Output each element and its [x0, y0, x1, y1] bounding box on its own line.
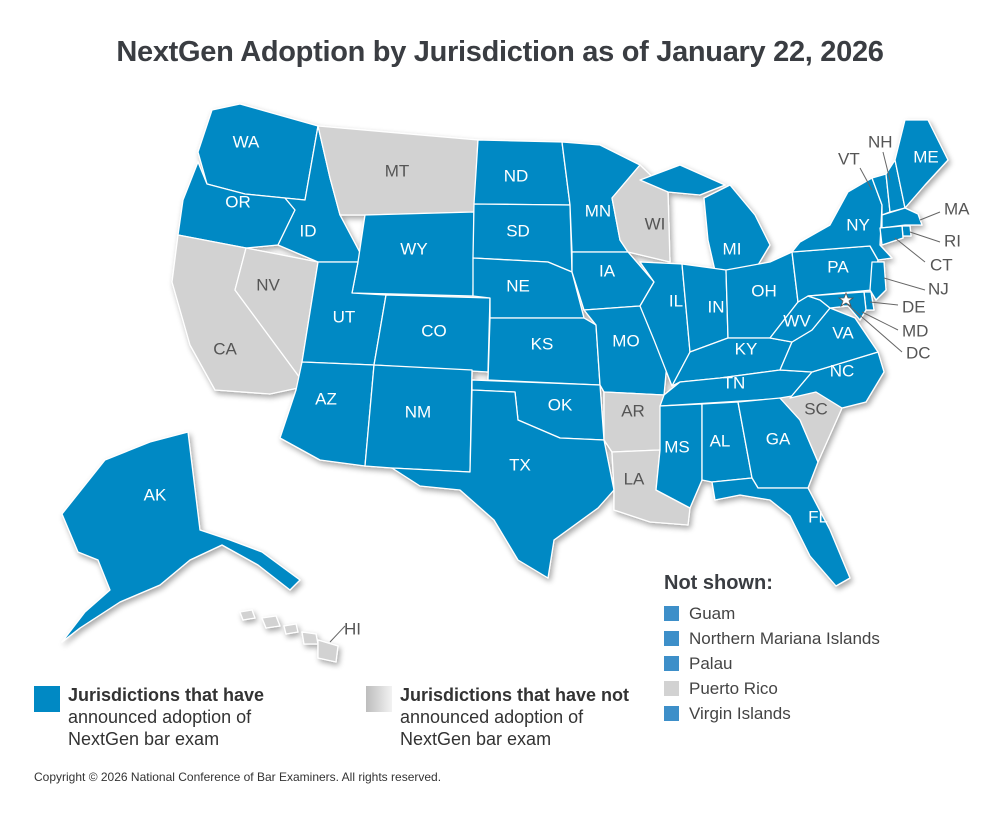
state-label-ut: UT [333, 307, 356, 326]
state-label-az: AZ [315, 389, 337, 408]
not-shown-label: Palau [689, 654, 733, 673]
legend-adopted-bold: Jurisdictions that have [68, 685, 265, 705]
state-label-al: AL [710, 431, 731, 450]
state-label-pa: PA [827, 257, 849, 276]
state-label-me: ME [913, 147, 939, 166]
state-label-mn: MN [585, 201, 611, 220]
state-label-co: CO [421, 321, 447, 340]
state-wi [611, 164, 671, 263]
not-shown-label: Virgin Islands [689, 704, 791, 723]
copyright-text: Copyright © 2026 National Conference of … [34, 770, 442, 784]
state-label-ny: NY [846, 215, 870, 234]
state-fl [711, 477, 851, 587]
state-label-in: IN [708, 297, 725, 316]
state-label-nd: ND [504, 166, 529, 185]
state-tx [391, 389, 615, 579]
state-callout-vt: VT [838, 149, 860, 168]
not-shown-swatch [664, 631, 679, 646]
state-label-fl: FL [808, 507, 828, 526]
state-label-wy: WY [400, 239, 427, 258]
state-wa [197, 103, 319, 201]
state-label-or: OR [225, 192, 251, 211]
state-label-ks: KS [531, 334, 554, 353]
state-mi [639, 164, 771, 276]
state-label-sc: SC [804, 399, 828, 418]
state-label-va: VA [832, 323, 854, 342]
not-shown-title: Not shown: [664, 572, 773, 594]
state-wy [351, 211, 475, 297]
not-shown-item: Northern Mariana Islands [664, 628, 984, 653]
legend-not-adopted-bold: Jurisdictions that have not [400, 685, 630, 705]
not-shown-swatch [664, 606, 679, 621]
legend-not-adopted-rest: announced adoption of NextGen bar exam [400, 707, 584, 749]
not-shown-list: Not shown: Guam Northern Mariana Islands P… [664, 572, 984, 728]
state-label-ga: GA [766, 429, 791, 448]
map-title: NextGen Adoption by Jurisdiction as of J… [116, 36, 884, 68]
state-callout-nj: NJ [928, 279, 949, 298]
state-label-ne: NE [506, 276, 530, 295]
state-label-wa: WA [233, 132, 260, 151]
state-label-ky: KY [735, 339, 758, 358]
state-callout-dc: DC [906, 343, 931, 362]
state-label-ca: CA [213, 339, 237, 358]
not-shown-item: Virgin Islands [664, 703, 984, 728]
state-label-mi: MI [723, 239, 742, 258]
state-ak [61, 431, 301, 643]
state-label-ia: IA [599, 261, 616, 280]
state-ct [879, 225, 904, 246]
state-callout-hi: HI [344, 619, 361, 638]
not-shown-swatch [664, 681, 679, 696]
state-label-sd: SD [506, 221, 530, 240]
state-hi [239, 609, 339, 663]
not-shown-swatch [664, 706, 679, 721]
state-label-il: IL [669, 291, 683, 310]
not-shown-item: Guam [664, 603, 984, 628]
legend-not-adopted-swatch [366, 686, 392, 712]
state-label-id: ID [300, 221, 317, 240]
state-callout-ct: CT [930, 255, 953, 274]
state-label-ak: AK [144, 485, 167, 504]
state-label-nc: NC [830, 361, 855, 380]
state-label-ar: AR [621, 401, 645, 420]
state-callout-nh: NH [868, 132, 893, 151]
not-shown-label: Northern Mariana Islands [689, 629, 880, 648]
not-shown-item: Puerto Rico [664, 678, 984, 703]
state-callout-ri: RI [944, 231, 961, 250]
not-shown-label: Guam [689, 604, 736, 623]
state-label-oh: OH [751, 281, 777, 300]
state-label-nm: NM [405, 402, 431, 421]
state-nj [869, 261, 887, 301]
state-label-wi: WI [645, 214, 666, 233]
state-label-nv: NV [256, 275, 280, 294]
state-ny [791, 177, 893, 261]
state-label-ms: MS [664, 437, 690, 456]
state-callout-ma: MA [944, 199, 970, 218]
not-shown-label: Puerto Rico [689, 679, 778, 698]
legend-adopted-swatch [34, 686, 60, 712]
state-label-mt: MT [385, 161, 410, 180]
state-label-tx: TX [509, 455, 531, 474]
state-label-wv: WV [783, 311, 811, 330]
state-label-la: LA [624, 469, 645, 488]
not-shown-swatch [664, 656, 679, 671]
not-shown-item: Palau [664, 653, 984, 678]
state-label-ok: OK [548, 395, 573, 414]
state-label-tn: TN [723, 373, 746, 392]
legend-adopted-rest: announced adoption of NextGen bar exam [68, 707, 252, 749]
state-callout-md: MD [902, 321, 928, 340]
state-callout-de: DE [902, 297, 926, 316]
state-label-mo: MO [612, 331, 639, 350]
